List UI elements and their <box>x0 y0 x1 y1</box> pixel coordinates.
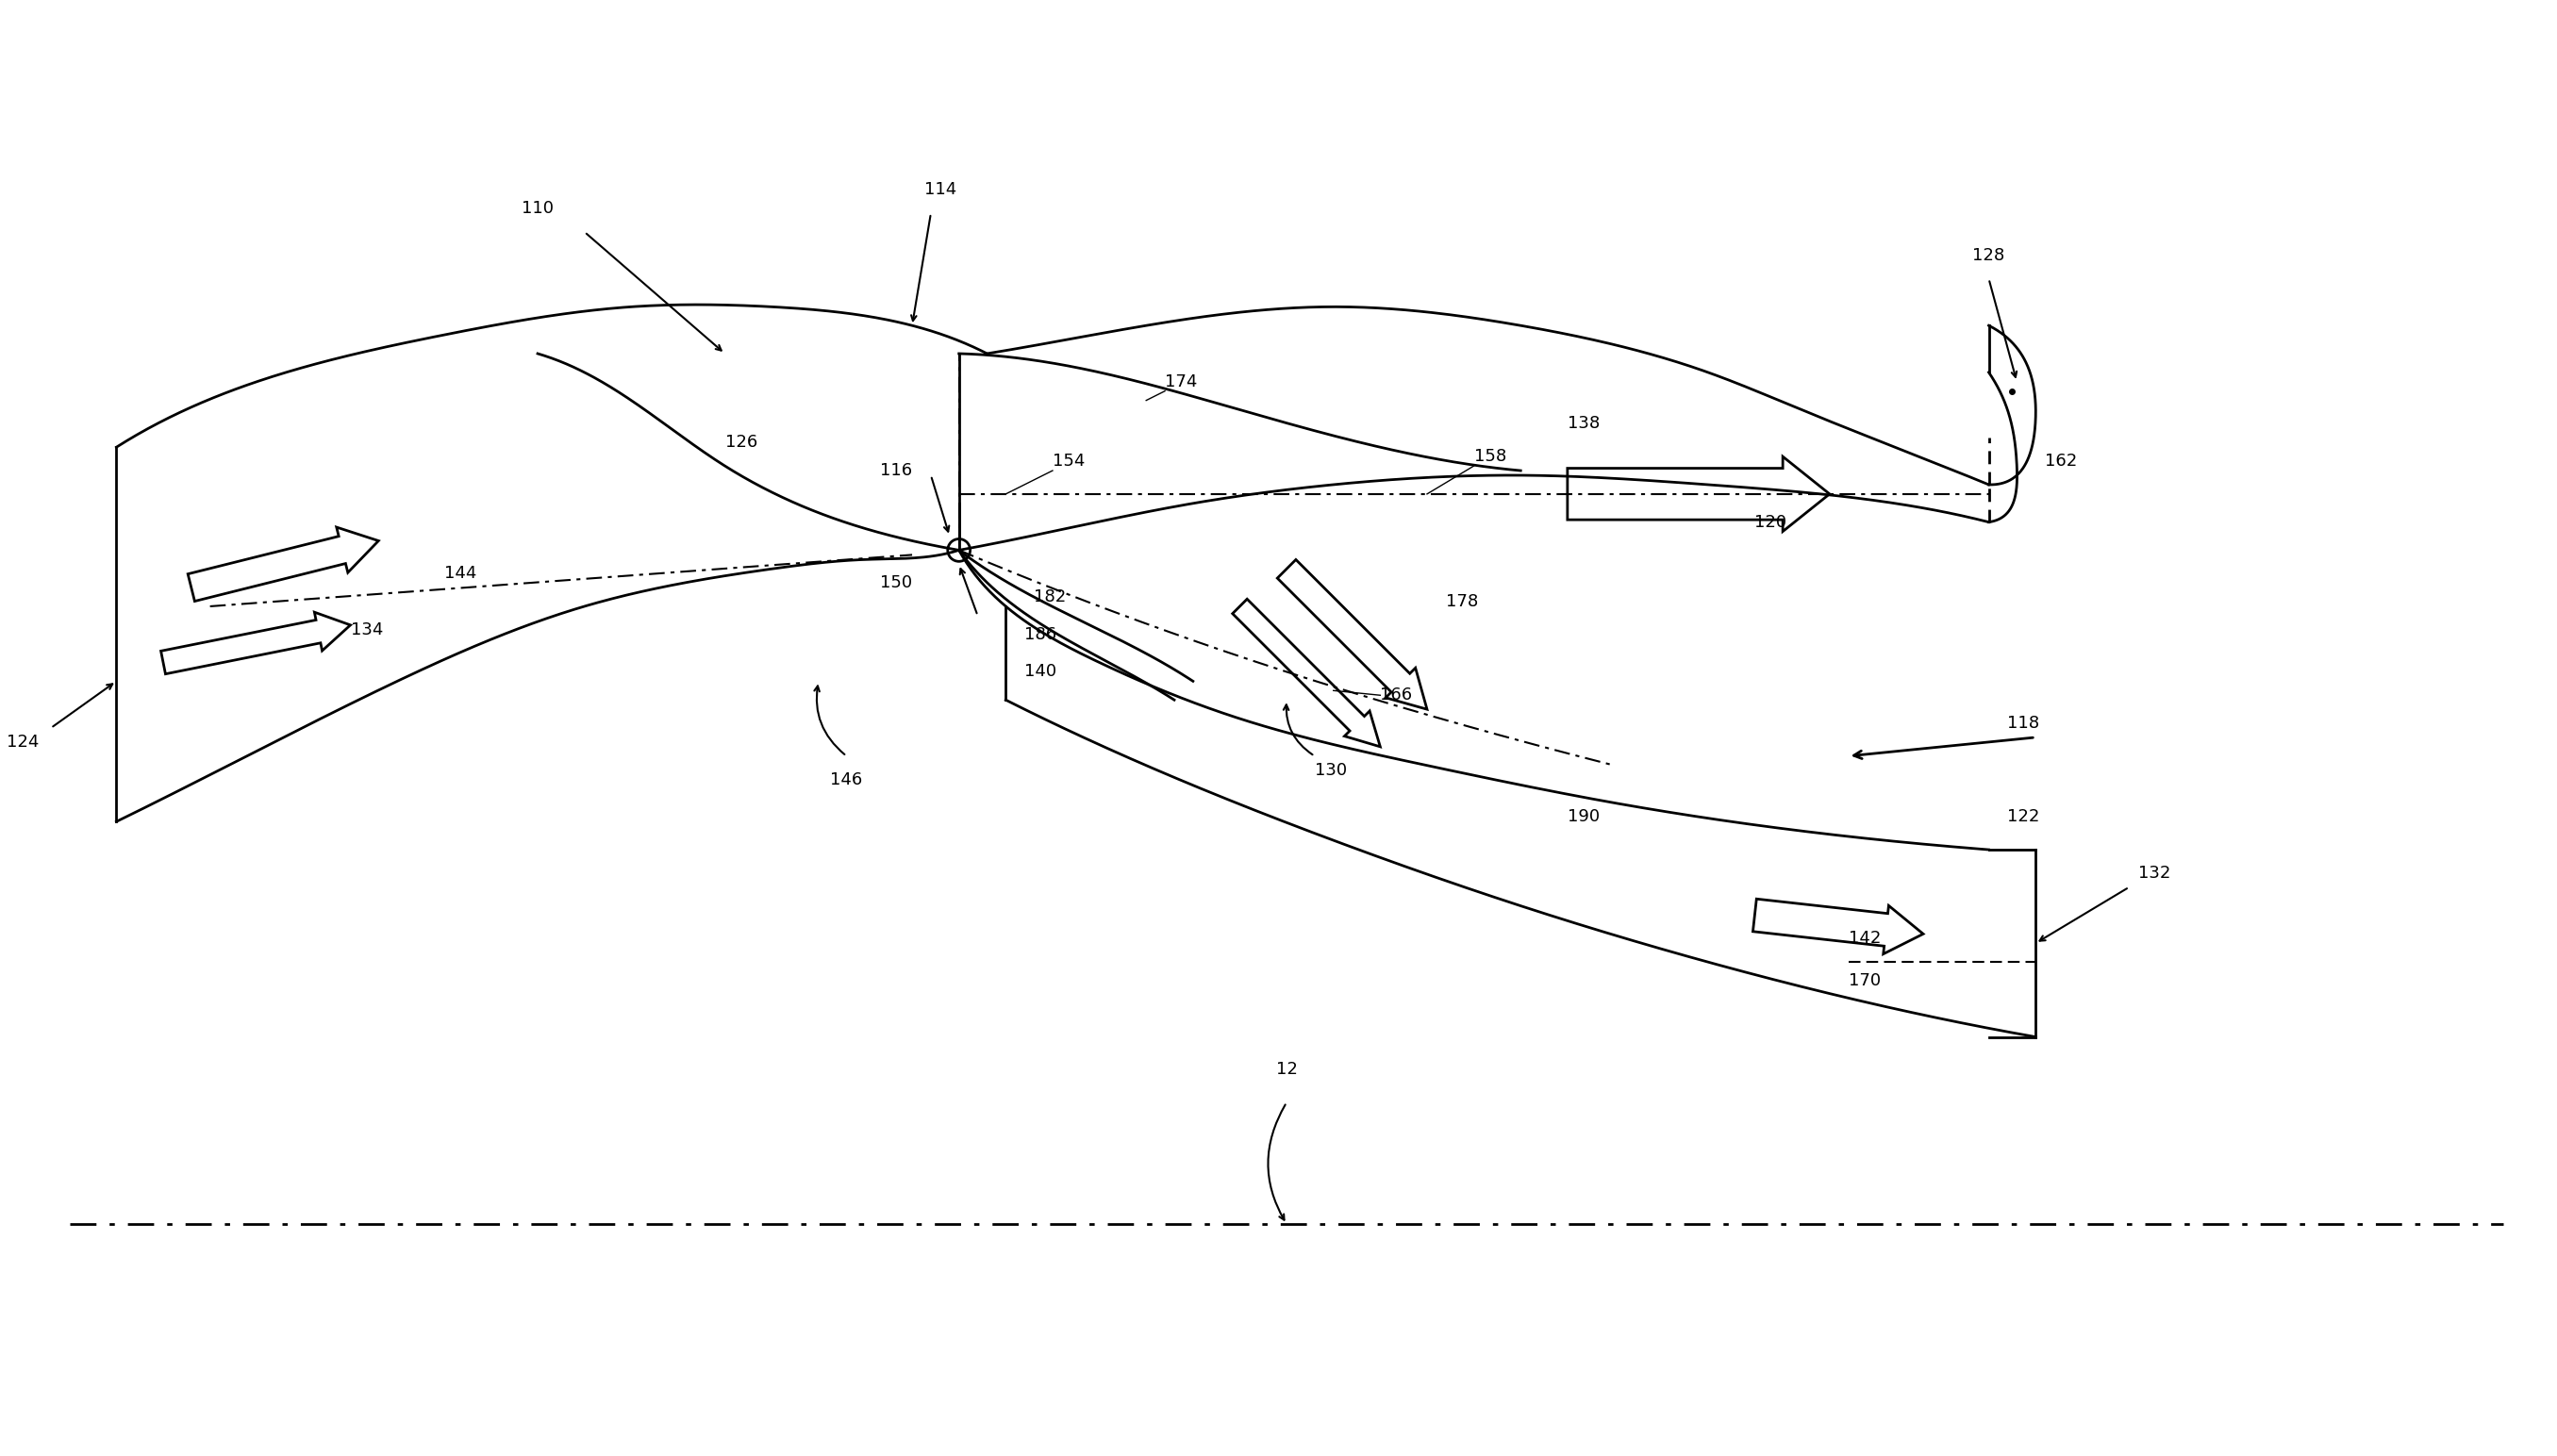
Text: 116: 116 <box>880 462 913 479</box>
Text: 130: 130 <box>1314 761 1348 779</box>
Text: 12: 12 <box>1276 1061 1296 1077</box>
Text: 122: 122 <box>2007 808 2040 826</box>
Text: 170: 170 <box>1849 973 1879 989</box>
Text: 124: 124 <box>8 734 38 750</box>
Text: 186: 186 <box>1025 626 1056 644</box>
Text: 126: 126 <box>724 434 757 451</box>
FancyArrow shape <box>161 612 350 674</box>
Text: 144: 144 <box>445 565 476 582</box>
FancyArrow shape <box>1232 598 1381 747</box>
Text: 120: 120 <box>1754 514 1787 530</box>
Text: 162: 162 <box>2046 453 2076 470</box>
Text: 146: 146 <box>831 772 862 788</box>
Text: 128: 128 <box>1971 248 2005 264</box>
FancyArrow shape <box>187 527 378 601</box>
Text: 142: 142 <box>1849 930 1882 946</box>
Text: 140: 140 <box>1025 664 1056 680</box>
Text: 190: 190 <box>1567 808 1601 826</box>
Text: 154: 154 <box>1053 453 1084 470</box>
Text: 118: 118 <box>2007 715 2040 732</box>
FancyArrow shape <box>1754 898 1923 954</box>
Text: 150: 150 <box>880 575 913 591</box>
Text: 158: 158 <box>1473 448 1506 464</box>
Text: 182: 182 <box>1033 588 1066 606</box>
FancyArrow shape <box>1567 457 1831 531</box>
Text: 178: 178 <box>1445 593 1478 610</box>
Text: 132: 132 <box>2138 865 2171 881</box>
Text: 134: 134 <box>350 622 384 638</box>
Text: 166: 166 <box>1381 687 1411 703</box>
Text: 110: 110 <box>522 199 555 217</box>
Text: 114: 114 <box>923 182 956 198</box>
Text: 174: 174 <box>1166 373 1197 390</box>
FancyArrow shape <box>1278 559 1427 709</box>
Text: 138: 138 <box>1567 415 1601 432</box>
